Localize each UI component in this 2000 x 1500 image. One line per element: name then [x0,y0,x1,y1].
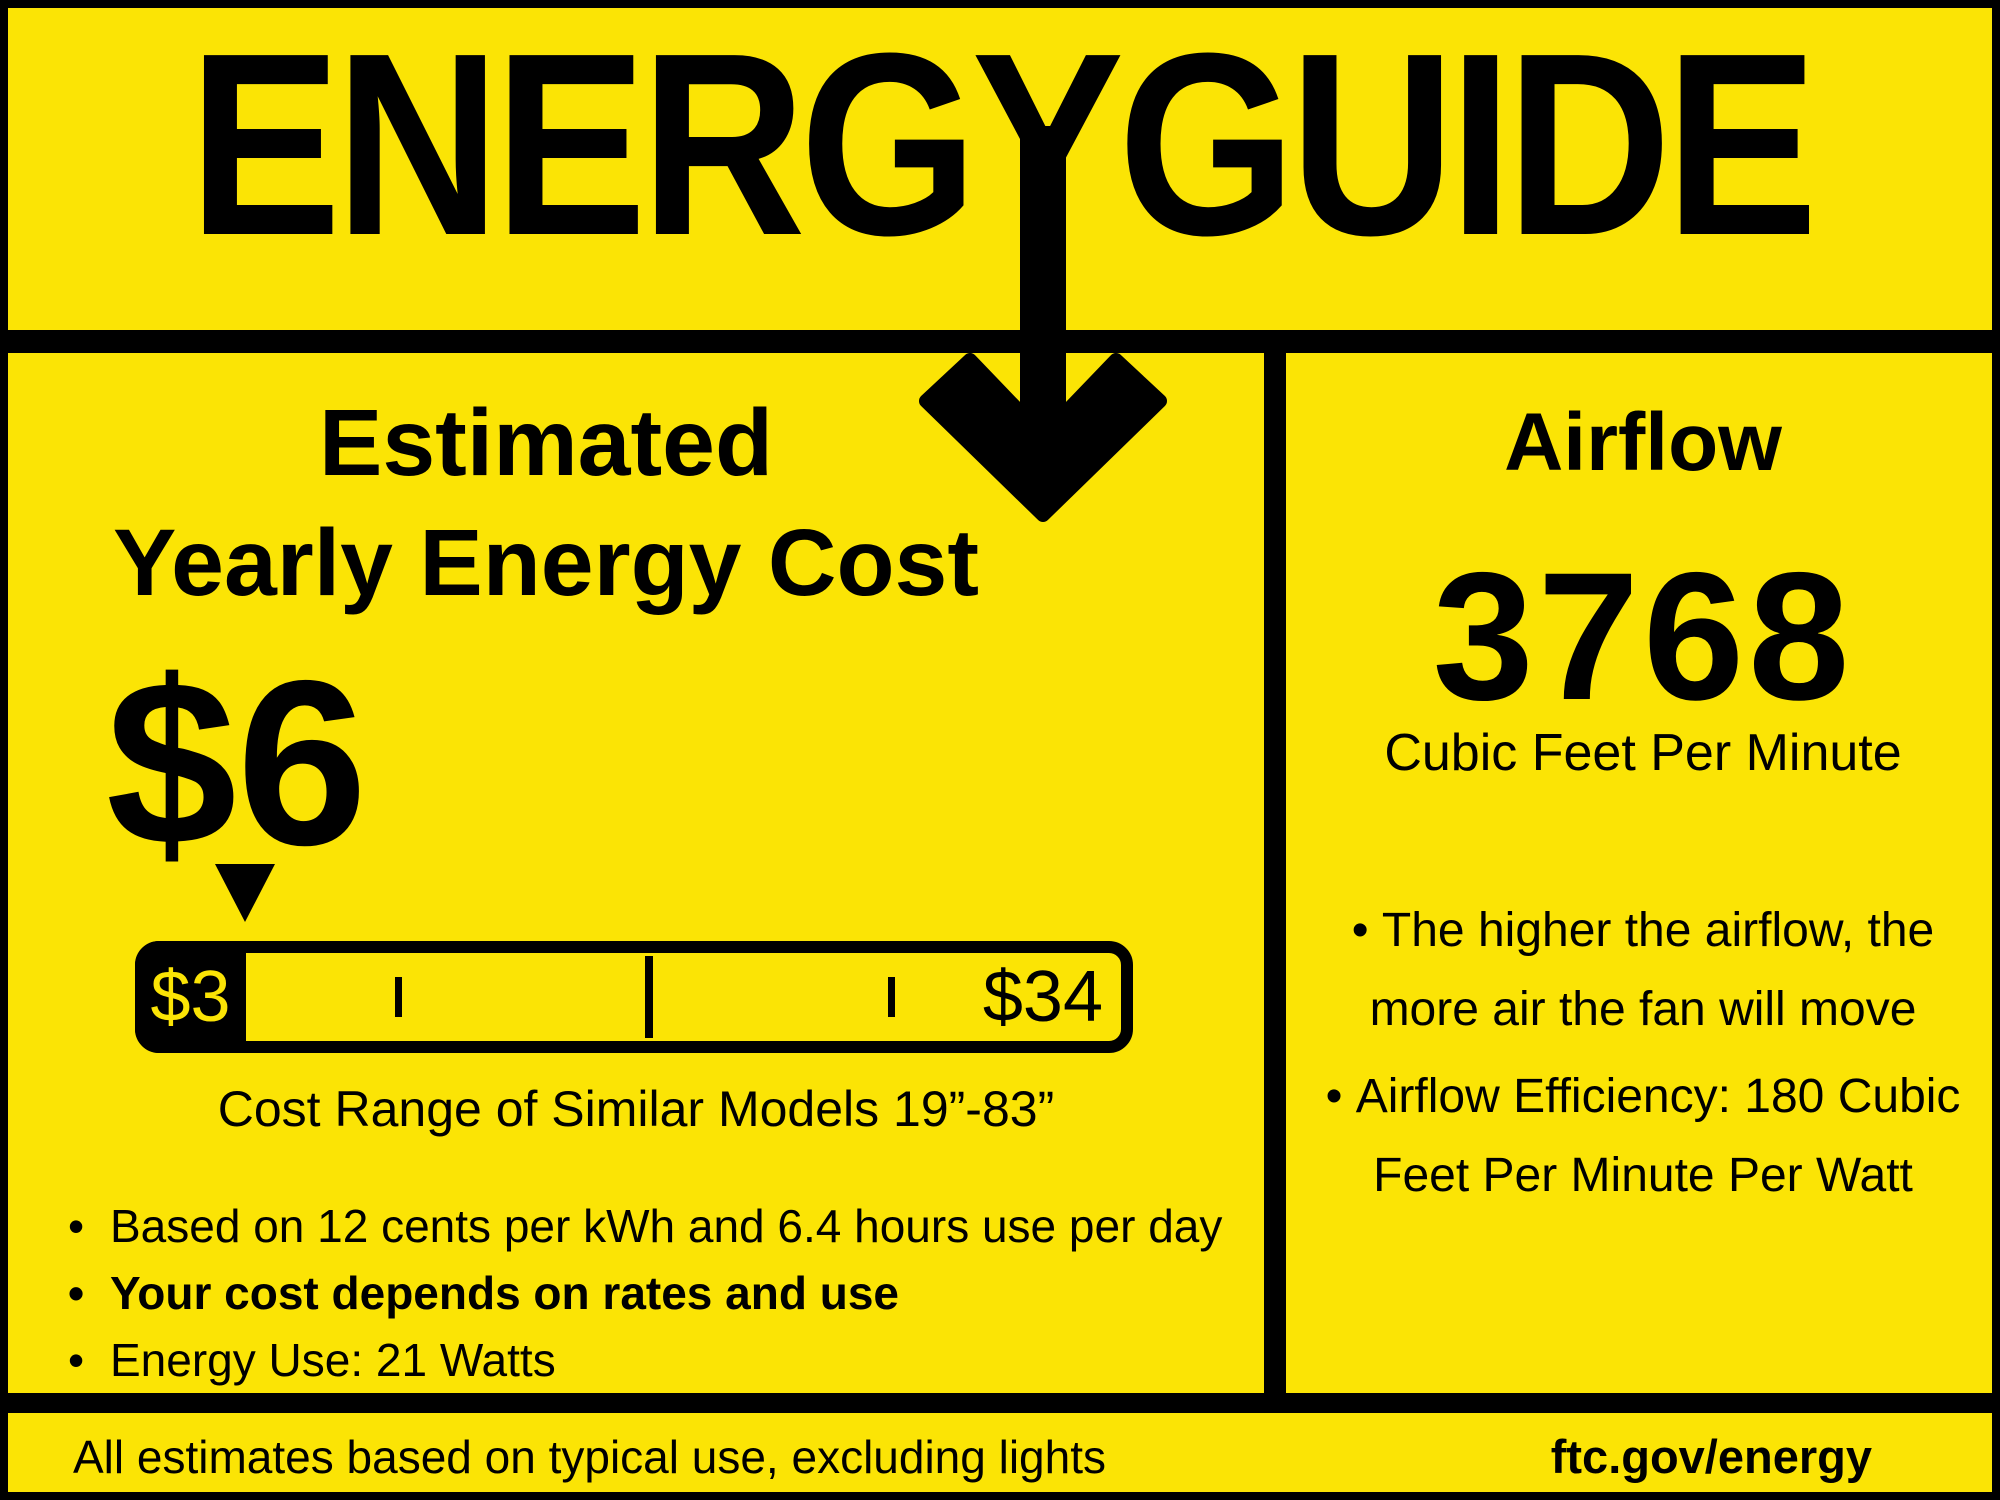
airflow-bullet-efficiency-line1-text: Airflow Efficiency: 180 Cubic [1355,1070,1961,1123]
cost-bullet-list: • Based on 12 cents per kWh and 6.4 hour… [68,1193,1238,1394]
airflow-value: 3768 [1432,534,1854,738]
bullet-icon: • [1325,1070,1343,1123]
cost-range-fill: $3 [135,941,246,1053]
scale-max-wrap: $34 [983,953,1103,1041]
footer-note: All estimates based on typical use, excl… [73,1430,1107,1483]
scale-tick-three-quarter [888,977,895,1017]
footer-divider [8,1393,1992,1413]
airflow-bullet-higher-line2: more air the fan will move [1369,983,1917,1036]
airflow-bullet-efficiency: • Airflow Efficiency: 180 Cubic Feet Per… [1286,1057,2000,1215]
airflow-unit: Cubic Feet Per Minute [1384,724,1902,782]
cost-range-bar: $3 $34 [135,941,1133,1053]
cost-bullet-energy-use-text: Energy Use: 21 Watts [110,1334,556,1386]
airflow-panel: Airflow 3768 Cubic Feet Per Minute • The… [1286,353,2000,1393]
cost-bullet-rates-text: Based on 12 cents per kWh and 6.4 hours … [110,1200,1223,1252]
airflow-bullet-list: • The higher the airflow, the more air t… [1286,891,2000,1215]
cost-heading-line1: Estimated [318,390,774,496]
bullet-icon: • [68,1200,85,1252]
airflow-bullet-higher: • The higher the airflow, the more air t… [1286,891,2000,1049]
airflow-bullet-higher-line1: • The higher the airflow, the [1286,891,2000,970]
panel-divider [1264,353,1286,1393]
scale-caption: Cost Range of Similar Models 19”-83” [217,1081,1055,1137]
header-divider [8,330,1992,353]
cost-bullet-depends: • Your cost depends on rates and use [68,1260,1238,1327]
scale-tick-quarter [395,977,402,1017]
airflow-bullet-efficiency-line2: Feet Per Minute Per Watt [1373,1149,1913,1202]
scale-min-label: $3 [150,957,231,1037]
scale-max-label: $34 [982,957,1103,1037]
page-title: ENERGYGUIDE [8,0,1992,290]
energyguide-wordmark: ENERGYGUIDE [188,0,1817,290]
footer-url: ftc.gov/energy [1550,1430,1872,1483]
cost-heading-line2: Yearly Energy Cost [113,510,979,616]
cost-heading: Estimated Yearly Energy Cost [16,383,1076,623]
cost-bullet-energy-use: • Energy Use: 21 Watts [68,1327,1238,1394]
estimated-cost-panel: Estimated Yearly Energy Cost $6 $3 $34 C… [16,353,1264,1393]
cost-bullet-rates: • Based on 12 cents per kWh and 6.4 hour… [68,1193,1238,1260]
airflow-bullet-efficiency-line1: • Airflow Efficiency: 180 Cubic [1286,1057,2000,1136]
bullet-icon: • [1351,904,1369,957]
cost-bullet-depends-text: Your cost depends on rates and use [110,1267,899,1319]
estimated-cost-value: $6 [106,631,368,894]
bullet-icon: • [68,1334,85,1386]
scale-tick-middle [645,956,653,1038]
footer: All estimates based on typical use, excl… [8,1413,1992,1500]
airflow-heading: Airflow [1504,397,1782,488]
airflow-bullet-higher-line1-text: The higher the airflow, the [1381,904,1935,957]
bullet-icon: • [68,1267,85,1319]
